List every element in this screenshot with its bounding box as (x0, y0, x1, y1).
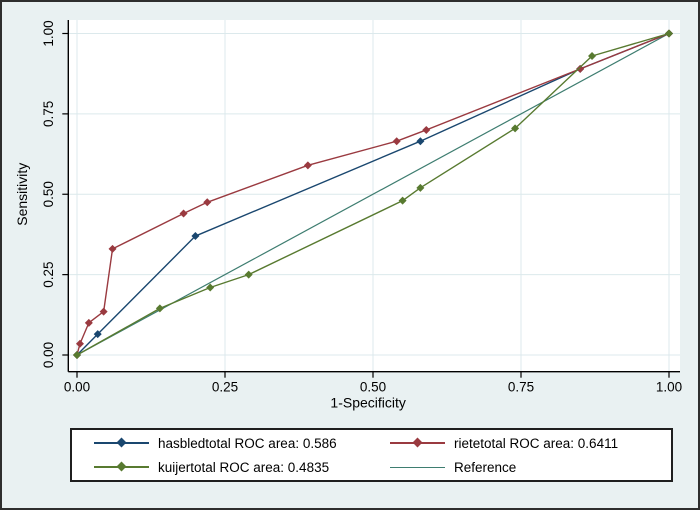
legend-label-reference: Reference (454, 459, 517, 475)
hasbledtotal-data-point (416, 137, 425, 146)
x-tick-label: 1.00 (656, 380, 682, 395)
legend-item-rietetotal: rietetotal ROC area: 0.6411 (390, 433, 671, 453)
y-tick-label: 1.00 (41, 20, 56, 46)
kuijertotal-data-point (73, 351, 81, 359)
y-axis-title: Sensitivity (14, 163, 30, 226)
kuijertotal-data-point (206, 283, 215, 292)
legend-line (390, 466, 445, 468)
legend-item-reference: Reference (390, 457, 671, 477)
legend-diamond-marker (412, 437, 423, 448)
rietetotal-data-point (392, 137, 401, 146)
kuijertotal-data-point (588, 52, 597, 61)
kuijertotal-data-point (511, 124, 520, 133)
legend-label-rietetotal: rietetotal ROC area: 0.6411 (454, 435, 619, 451)
rietetotal-data-point (84, 318, 93, 327)
rietetotal-data-point (179, 209, 188, 218)
kuijertotal-data-point (665, 29, 673, 38)
hasbledtotal-data-point (93, 330, 102, 339)
x-tick-label: 0.25 (212, 380, 238, 395)
plot-area (68, 20, 681, 372)
rietetotal-data-point (576, 64, 585, 73)
y-tick-label: 0.00 (41, 342, 56, 368)
legend-diamond-marker (116, 461, 127, 472)
x-axis-title: 1-Specificity (330, 395, 405, 411)
x-tick-label: 0.50 (360, 380, 386, 395)
kuijertotal-data-point (398, 196, 407, 205)
legend-line-sample (390, 460, 445, 474)
legend-line-sample (390, 436, 445, 450)
kuijertotal-data-point (155, 304, 164, 313)
rietetotal-data-point (75, 339, 84, 348)
legend-item-hasbledtotal: hasbledtotal ROC area: 0.586 (94, 433, 390, 453)
kuijertotal-data-point (244, 270, 253, 279)
y-tick-label: 0.25 (41, 261, 56, 287)
legend-label-hasbledtotal: hasbledtotal ROC area: 0.586 (158, 435, 337, 451)
y-tick-label: 0.75 (41, 101, 56, 127)
legend: hasbledtotal ROC area: 0.586 rietetotal R… (70, 428, 673, 482)
rietetotal-data-point (108, 244, 117, 253)
rietetotal-data-point (422, 125, 431, 134)
legend-item-kuijertotal: kuijertotal ROC area: 0.4835 (94, 457, 390, 477)
kuijertotal-data-point (416, 183, 425, 192)
legend-line-sample (94, 460, 149, 474)
x-tick-label: 0.00 (64, 380, 90, 395)
rietetotal-data-point (303, 161, 312, 170)
legend-label-kuijertotal: kuijertotal ROC area: 0.4835 (158, 459, 330, 475)
legend-diamond-marker (116, 437, 127, 448)
rietetotal-data-point (203, 198, 212, 207)
hasbledtotal-data-point (191, 232, 200, 241)
rietetotal-data-point (99, 307, 108, 316)
roc-curve-rietetotal (76, 32, 670, 356)
x-tick-label: 0.75 (508, 380, 534, 395)
legend-line-sample (94, 436, 149, 450)
y-tick-label: 0.50 (41, 181, 56, 207)
